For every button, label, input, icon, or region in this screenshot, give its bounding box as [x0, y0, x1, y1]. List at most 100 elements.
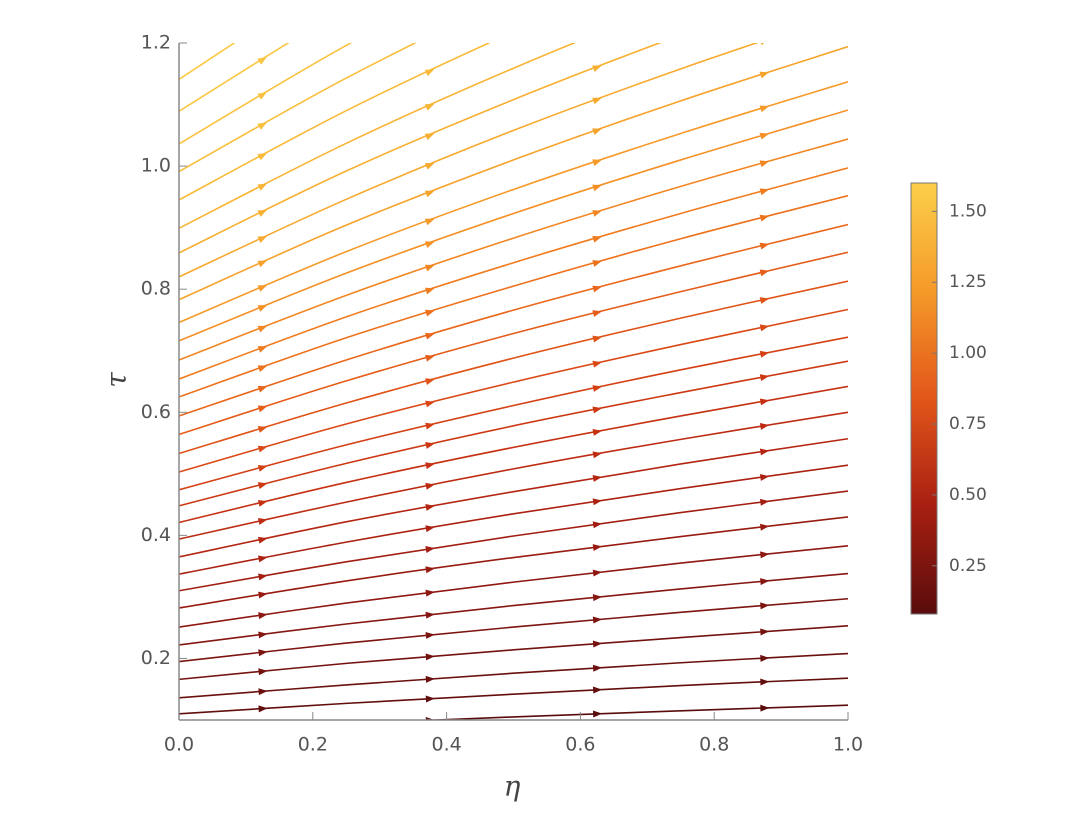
- arrow-head: [760, 551, 770, 559]
- streamline: [179, 652, 848, 699]
- arrow-head: [258, 649, 268, 657]
- arrow-head: [257, 122, 267, 130]
- arrow-head: [592, 97, 602, 105]
- arrow-head: [759, 105, 770, 113]
- arrow-head: [759, 132, 770, 140]
- arrow-head: [424, 69, 435, 77]
- arrow-head: [425, 0, 436, 7]
- streamline: [179, 464, 848, 575]
- arrow-head: [760, 704, 770, 712]
- arrow-head: [759, 71, 770, 79]
- arrow-head: [759, 242, 770, 250]
- colorbar-tick-label: 0.25: [949, 556, 987, 576]
- colorbar-tick-label: 1.25: [949, 272, 987, 292]
- arrow-head: [424, 133, 435, 141]
- arrow-head: [592, 475, 603, 482]
- arrow-head: [592, 594, 603, 602]
- colorbar-tick-label: 1.50: [949, 201, 987, 221]
- arrow-head: [592, 285, 602, 293]
- x-tick-label: 0.6: [565, 734, 595, 756]
- y-tick-label: 1.0: [141, 155, 171, 177]
- streamline: [179, 194, 848, 398]
- colorbar: [910, 182, 938, 615]
- arrow-head: [759, 448, 770, 456]
- arrow-head: [592, 569, 603, 577]
- streamline: [179, 490, 848, 592]
- arrow-head: [425, 611, 435, 619]
- arrow-head: [760, 678, 770, 686]
- streamline: [179, 43, 491, 201]
- arrow-head: [759, 0, 770, 10]
- arrow-head: [425, 504, 435, 511]
- arrow-head: [257, 518, 268, 525]
- arrow-head: [425, 653, 435, 661]
- arrow-head: [425, 309, 435, 317]
- colorbar-tick-label: 0.50: [949, 485, 987, 505]
- arrow-head: [424, 103, 435, 111]
- arrow-head: [425, 400, 435, 408]
- y-tick-label: 1.2: [141, 32, 171, 54]
- arrow-head: [425, 462, 435, 470]
- arrow-head: [759, 297, 770, 304]
- arrow-head: [425, 525, 435, 533]
- arrow-head: [424, 190, 435, 198]
- arrow-head: [425, 31, 436, 41]
- arrow-head: [592, 710, 603, 718]
- arrow-head: [425, 378, 435, 385]
- arrow-head: [592, 360, 603, 368]
- arrow-head: [424, 287, 435, 295]
- y-tick-label: 0.4: [141, 524, 171, 546]
- arrow-head: [425, 546, 435, 553]
- arrow-head: [257, 325, 268, 333]
- y-tick-label: 0.6: [141, 401, 171, 423]
- streamline: [179, 43, 353, 145]
- arrow-head: [592, 544, 603, 552]
- arrow-head: [759, 160, 770, 168]
- arrow-head: [257, 305, 268, 312]
- arrow-head: [258, 688, 268, 696]
- arrow-head: [592, 616, 603, 624]
- arrow-head: [592, 29, 603, 39]
- arrow-head: [592, 498, 603, 506]
- arrow-head: [424, 218, 435, 226]
- arrow-head: [592, 128, 602, 136]
- arrow-head: [425, 675, 435, 683]
- arrow-head: [258, 573, 268, 581]
- arrow-head: [759, 398, 770, 406]
- arrow-head: [759, 498, 770, 506]
- arrow-head: [592, 260, 602, 267]
- arrow-head: [257, 405, 268, 413]
- arrow-head: [592, 385, 603, 392]
- arrow-head: [424, 241, 435, 248]
- streamline: [179, 43, 181, 44]
- streamline: [179, 138, 848, 361]
- streamline: [179, 516, 848, 609]
- arrow-head: [592, 664, 603, 672]
- x-tick-label: 0.4: [431, 734, 461, 756]
- arrow-head: [258, 724, 267, 731]
- arrow-head: [257, 92, 267, 100]
- streamline: [179, 411, 848, 540]
- arrow-head: [425, 422, 435, 430]
- arrow-head: [592, 686, 603, 694]
- y-tick-label: 0.2: [141, 647, 171, 669]
- streamline: [179, 625, 848, 681]
- arrow-head: [258, 668, 268, 676]
- arrow-head: [759, 43, 770, 46]
- arrow-head: [258, 612, 268, 620]
- arrow-head: [759, 324, 770, 332]
- streamline: [179, 677, 848, 715]
- streamline: [179, 545, 848, 628]
- x-tick-label: 0.0: [164, 734, 194, 756]
- arrow-head: [257, 209, 268, 217]
- arrow-head: [759, 214, 770, 222]
- y-tick-label: 0.8: [141, 278, 171, 300]
- arrow-head: [592, 335, 602, 343]
- streamline: [179, 43, 662, 254]
- arrow-head: [257, 445, 268, 453]
- arrow-head: [592, 521, 603, 529]
- arrow-head: [257, 285, 268, 292]
- arrow-head: [425, 631, 435, 639]
- arrow-head: [425, 716, 435, 720]
